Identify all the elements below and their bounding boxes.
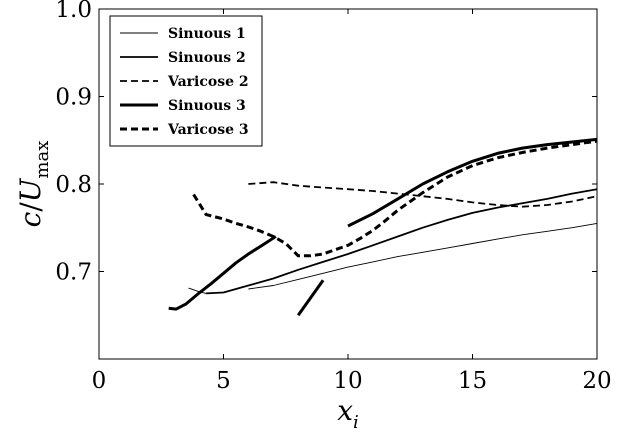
legend-label-varicose-3: Varicose 3 [167, 122, 249, 138]
x-tick-label: 15 [458, 368, 487, 394]
axis-ticks: 0 5 10 15 20 0.7 0.8 0.9 1.0 [55, 0, 611, 394]
x-axis-label-text: xi [337, 394, 359, 433]
legend-label-sinuous-1: Sinuous 1 [168, 26, 246, 42]
series-line-sinuous-3-segment-3 [347, 137, 597, 228]
series-line-varicose-3-segment-1 [192, 139, 597, 258]
y-axis-label-text: c/Umax [14, 141, 53, 228]
legend-label-sinuous-3: Sinuous 3 [168, 98, 246, 114]
plot-marks [168, 137, 597, 317]
legend: Sinuous 1 Sinuous 2 Varicose 2 Sinuous 3 Var… [109, 15, 263, 147]
legend-label-sinuous-2: Sinuous 2 [168, 50, 246, 66]
y-axis-label: c/Umax [14, 141, 53, 228]
series-line-sinuous-1-segment-1 [248, 222, 597, 290]
x-tick-label: 10 [333, 368, 362, 394]
y-tick-label: 0.9 [55, 85, 92, 111]
x-tick-label: 20 [582, 368, 611, 394]
series-line-varicose-2-segment-1 [248, 181, 597, 208]
x-tick-label: 0 [92, 368, 107, 394]
x-tick-label: 5 [216, 368, 231, 394]
legend-label-varicose-2: Varicose 2 [167, 74, 249, 90]
series-line-sinuous-3-segment-1 [168, 235, 277, 311]
y-tick-label: 0.7 [55, 260, 92, 286]
y-tick-label: 0.8 [55, 172, 92, 198]
x-axis-label: xi [337, 394, 359, 433]
y-tick-label: 1.0 [55, 0, 92, 23]
series-line-sinuous-2-segment-1 [206, 188, 597, 295]
series-line-sinuous-3-segment-2 [296, 279, 325, 317]
